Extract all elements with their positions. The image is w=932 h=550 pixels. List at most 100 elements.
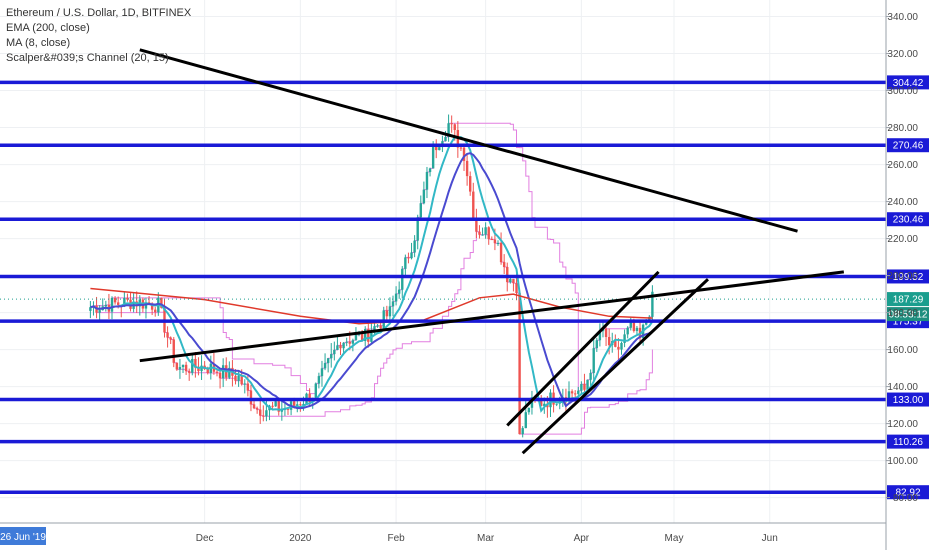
candle-body <box>604 328 608 338</box>
candle-body <box>286 408 290 410</box>
price-tick-label: 280.00 <box>887 123 918 134</box>
candle-body <box>194 358 197 368</box>
price-tick-label: 260.00 <box>887 160 918 171</box>
highlighted-date-badge <box>0 527 46 545</box>
candle-body <box>116 302 120 305</box>
candle-body <box>493 239 497 244</box>
legend-ema[interactable]: EMA (200, close) <box>6 22 90 34</box>
candle-body <box>413 240 416 253</box>
scalpers-channel <box>90 122 653 435</box>
countdown-badge <box>887 307 929 322</box>
candle-body <box>397 289 401 294</box>
trendline-channel-upper <box>506 270 660 427</box>
time-tick-label: Jun <box>762 533 778 544</box>
candle-body <box>181 364 185 368</box>
legend-channel[interactable]: Scalper&#039;s Channel (20, 15) <box>6 52 169 64</box>
candle-body <box>175 362 179 370</box>
candle-body <box>543 403 546 406</box>
legend: Ethereum / U.S. Dollar, 1D, BITFINEX EMA… <box>6 6 191 66</box>
time-axis[interactable]: Dec 2020 Feb Mar Apr May Jun 26 Jun '19 <box>0 522 886 545</box>
candle-body <box>444 137 447 142</box>
candle-body <box>651 291 654 317</box>
candle-body <box>422 189 426 204</box>
candle-body <box>385 310 389 317</box>
level-label: 230.46 <box>893 215 924 226</box>
candle-body <box>515 283 518 294</box>
level-label: 175.37 <box>893 317 924 328</box>
level-label: 270.46 <box>893 141 924 152</box>
price-tick-label: 300.00 <box>887 86 918 97</box>
candle-body <box>323 363 327 369</box>
candle-body <box>614 341 617 347</box>
time-tick-label: Feb <box>387 533 405 544</box>
candle-body <box>391 301 395 307</box>
candle-body <box>249 390 253 405</box>
candle-body <box>364 329 367 341</box>
candle-body <box>342 342 345 349</box>
candle-body <box>496 242 500 244</box>
candle-body <box>178 367 182 370</box>
candle-body <box>339 345 342 349</box>
candle-body <box>462 147 466 161</box>
candle-body <box>150 304 154 310</box>
candle-body <box>598 331 602 341</box>
candle-body <box>215 371 219 373</box>
level-label: 304.42 <box>893 78 924 89</box>
candle-body <box>265 410 268 417</box>
candle-body <box>237 375 240 381</box>
candle-body <box>160 297 163 308</box>
candle-body <box>154 309 157 313</box>
price-tick-label: 140.00 <box>887 382 918 393</box>
ma-8-line <box>90 136 654 413</box>
candle-body <box>277 401 280 412</box>
level-badge <box>887 269 929 284</box>
candle-body <box>527 407 531 413</box>
candle-body <box>246 383 250 391</box>
candle-body <box>512 279 515 284</box>
candle-body <box>447 123 450 138</box>
candle-body <box>404 257 407 269</box>
candle-body <box>240 375 243 385</box>
candle-body <box>629 320 632 328</box>
candle-body <box>626 327 629 335</box>
candle-body <box>388 306 392 317</box>
candle-body <box>419 203 422 218</box>
price-tick-label: 220.00 <box>887 234 918 245</box>
candle-body <box>184 364 188 372</box>
candle-body <box>218 372 222 379</box>
candle-body <box>518 293 521 435</box>
candle-body <box>252 404 256 409</box>
level-badge <box>887 212 929 227</box>
price-axis[interactable]: 340.00 320.00 300.00 280.00 260.00 240.00 220.… <box>885 0 918 550</box>
candle-body <box>524 412 527 429</box>
price-tick-label: 160.00 <box>887 345 918 356</box>
candle-body <box>330 354 333 359</box>
candle-body <box>367 329 370 342</box>
candle-body <box>468 176 472 192</box>
candle-body <box>274 401 277 407</box>
legend-title[interactable]: Ethereum / U.S. Dollar, 1D, BITFINEX <box>6 7 192 19</box>
level-badge <box>887 138 929 153</box>
candle-body <box>595 340 599 349</box>
trendlines[interactable] <box>139 48 845 455</box>
candle-body <box>376 325 379 327</box>
candle-body <box>487 227 490 240</box>
candle-body <box>110 297 114 312</box>
candle-body <box>292 401 296 406</box>
candle-body <box>123 297 126 307</box>
candle-body <box>259 409 262 416</box>
candle-body <box>401 268 404 290</box>
candle-body <box>580 384 583 391</box>
candle-body <box>478 231 481 235</box>
candle-body <box>197 367 200 372</box>
grid <box>0 0 886 523</box>
candle-body <box>280 409 284 412</box>
candle-body <box>345 341 348 343</box>
price-tick-label: 240.00 <box>887 197 918 208</box>
candle-body <box>113 297 117 303</box>
legend-ma[interactable]: MA (8, close) <box>6 37 71 49</box>
level-badge <box>887 75 929 90</box>
candle-body <box>314 383 318 398</box>
level-label: 110.26 <box>893 437 923 448</box>
